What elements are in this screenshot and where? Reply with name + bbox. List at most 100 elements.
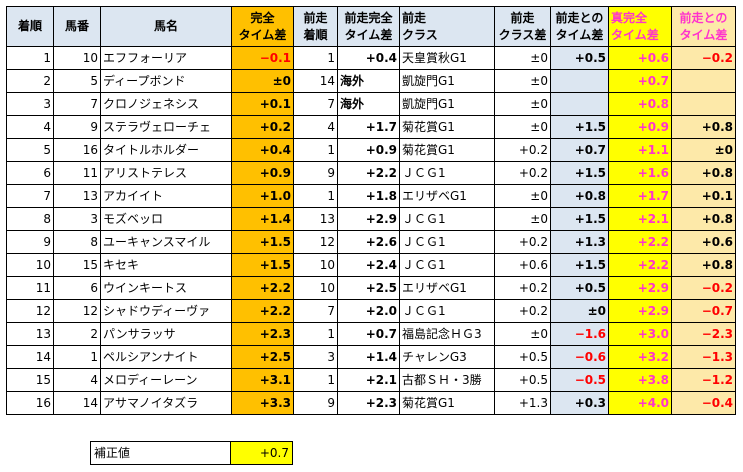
cell-horse-number: 7 [53, 92, 101, 116]
table-row: 14 1 ペルシアンナイト +2.5 3 +1.4 チャレンG3 +0.5 −0.6 +3.2 −1… [6, 345, 736, 369]
cell-prev-time-diff: +1.4 [337, 345, 400, 369]
cell-diff-vs-prev: −0.6 [550, 345, 609, 369]
cell-finish: 1 [6, 46, 54, 70]
table-row: 1 10 エフフォーリア −0.1 1 +0.4 天皇賞秋G1 ±0 +0.5 +0.6 −0.2 [6, 46, 736, 70]
header-prev-time-diff: 前走完全 タイム差 [337, 6, 400, 47]
cell-finish: 6 [6, 161, 54, 185]
cell-horse-number: 12 [53, 299, 101, 323]
cell-prev-time-diff: +1.8 [337, 184, 400, 208]
cell-horse-number: 11 [53, 161, 101, 185]
cell-finish: 14 [6, 345, 54, 369]
cell-true-time-diff: +4.0 [608, 391, 672, 415]
cell-time-diff: +1.5 [231, 230, 294, 254]
cell-prev-finish: 10 [293, 276, 338, 300]
cell-horse-name: ステラヴェローチェ [100, 115, 232, 139]
cell-horse-name: パンサラッサ [100, 322, 232, 346]
cell-diff-vs-prev: +1.5 [550, 207, 609, 231]
cell-true-time-diff: +0.6 [608, 46, 672, 70]
cell-horse-name: シャドウディーヴァ [100, 299, 232, 323]
cell-time-diff: +0.9 [231, 161, 294, 185]
cell-true-time-diff: +3.0 [608, 322, 672, 346]
cell-prev-time-diff: +2.4 [337, 253, 400, 277]
table-row: 15 4 メロディーレーン +3.1 1 +2.1 古都ＳＨ・3勝 +0.5 −0.5 +3.8−… [6, 368, 736, 392]
table-row: 16 14 アサマノイタズラ +3.3 9 +2.3 菊花賞G1 +1.3 +0.3 +4.0 −0… [6, 391, 736, 415]
cell-prev-finish: 10 [293, 253, 338, 277]
cell-prev-time-diff: +0.9 [337, 138, 400, 162]
cell-true-diff-vs-prev: +0.1 [671, 184, 736, 208]
cell-true-diff-vs-prev [671, 69, 736, 93]
race-result-table: 着順 馬番 馬名 完全 タイム差 前走 着順 前走完全 タイム差 前走 クラス … [6, 6, 736, 415]
header-time-diff: 完全 タイム差 [231, 6, 294, 47]
table-row: 9 8 ユーキャンスマイル +1.5 12 +2.6 ＪＣＧ1 +0.2 +1.3 +2.2 +0.… [6, 230, 736, 254]
cell-horse-name: アカイイト [100, 184, 232, 208]
cell-diff-vs-prev: +1.5 [550, 115, 609, 139]
cell-prev-time-diff: 海外 [337, 92, 400, 116]
cell-time-diff: +2.3 [231, 322, 294, 346]
cell-diff-vs-prev [550, 69, 609, 93]
cell-diff-vs-prev: +0.5 [550, 46, 609, 70]
cell-finish: 16 [6, 391, 54, 415]
table-row: 7 13 アカイイト +1.0 1 +1.8 エリザベG1 ±0 +0.8 +1.7 +0.1 [6, 184, 736, 208]
header-row: 着順 馬番 馬名 完全 タイム差 前走 着順 前走完全 タイム差 前走 クラス … [6, 6, 736, 47]
cell-horse-name: ディープボンド [100, 69, 232, 93]
cell-diff-vs-prev: +0.5 [550, 276, 609, 300]
cell-prev-class: ＪＣＧ1 [399, 299, 495, 323]
cell-prev-class: 凱旋門G1 [399, 69, 495, 93]
header-true-diff-vs-prev: 前走との タイム差 [671, 6, 736, 47]
cell-prev-class: ＪＣＧ1 [399, 161, 495, 185]
cell-time-diff: +0.2 [231, 115, 294, 139]
cell-prev-time-diff: +2.3 [337, 391, 400, 415]
cell-prev-class-diff: ±0 [494, 322, 551, 346]
cell-true-time-diff: +0.7 [608, 69, 672, 93]
cell-time-diff: +2.5 [231, 345, 294, 369]
table-row: 4 9 ステラヴェローチェ +0.2 4 +1.7 菊花賞G1 ±0 +1.5 +0.9 +0.8 [6, 115, 736, 139]
cell-prev-class-diff: +0.6 [494, 253, 551, 277]
cell-prev-class: エリザベG1 [399, 276, 495, 300]
cell-prev-class: 菊花賞G1 [399, 115, 495, 139]
cell-prev-class: 菊花賞G1 [399, 138, 495, 162]
cell-horse-number: 16 [53, 138, 101, 162]
cell-true-time-diff: +3.8 [608, 368, 672, 392]
cell-diff-vs-prev: +1.3 [550, 230, 609, 254]
cell-time-diff: +3.3 [231, 391, 294, 415]
table-row: 6 11 アリストテレス +0.9 9 +2.2 ＪＣＧ1 +0.2 +1.5 +1.6 +0.8 [6, 161, 736, 185]
cell-prev-class-diff: +0.2 [494, 161, 551, 185]
cell-prev-finish: 14 [293, 69, 338, 93]
cell-horse-name: ユーキャンスマイル [100, 230, 232, 254]
cell-horse-number: 5 [53, 69, 101, 93]
cell-prev-time-diff: +2.9 [337, 207, 400, 231]
cell-true-diff-vs-prev: −2.3 [671, 322, 736, 346]
table-row: 5 16 タイトルホルダー +0.4 1 +0.9 菊花賞G1 +0.2 +0.7 +1.1 ±0 [6, 138, 736, 162]
correction-label: 補正値 [90, 441, 231, 465]
cell-time-diff: ±0 [231, 69, 294, 93]
cell-prev-finish: 1 [293, 322, 338, 346]
header-diff-vs-prev: 前走との タイム差 [550, 6, 609, 47]
cell-true-time-diff: +1.6 [608, 161, 672, 185]
cell-prev-class: 古都ＳＨ・3勝 [399, 368, 495, 392]
cell-true-time-diff: +3.2 [608, 345, 672, 369]
cell-finish: 3 [6, 92, 54, 116]
cell-true-diff-vs-prev: −0.2 [671, 276, 736, 300]
cell-true-time-diff: +2.9 [608, 299, 672, 323]
cell-prev-class: エリザベG1 [399, 184, 495, 208]
cell-prev-finish: 4 [293, 115, 338, 139]
cell-horse-number: 1 [53, 345, 101, 369]
cell-finish: 8 [6, 207, 54, 231]
cell-true-diff-vs-prev: +0.8 [671, 253, 736, 277]
cell-prev-time-diff: 海外 [337, 69, 400, 93]
cell-prev-finish: 7 [293, 92, 338, 116]
cell-prev-class-diff: ±0 [494, 115, 551, 139]
correction-value: +0.7 [230, 441, 293, 465]
cell-prev-class: 凱旋門G1 [399, 92, 495, 116]
cell-horse-number: 14 [53, 391, 101, 415]
cell-finish: 10 [6, 253, 54, 277]
cell-true-time-diff: +1.1 [608, 138, 672, 162]
header-prev-class-diff: 前走 クラス差 [494, 6, 551, 47]
cell-time-diff: +3.1 [231, 368, 294, 392]
cell-prev-class: ＪＣＧ1 [399, 253, 495, 277]
cell-prev-finish: 9 [293, 161, 338, 185]
table-row: 12 12 シャドウディーヴァ +2.2 7 +2.0 ＪＣＧ1 +0.2 ±0 +2.9 −0.7 [6, 299, 736, 323]
cell-true-time-diff: +0.8 [608, 92, 672, 116]
cell-horse-name: アサマノイタズラ [100, 391, 232, 415]
cell-prev-time-diff: +0.4 [337, 46, 400, 70]
